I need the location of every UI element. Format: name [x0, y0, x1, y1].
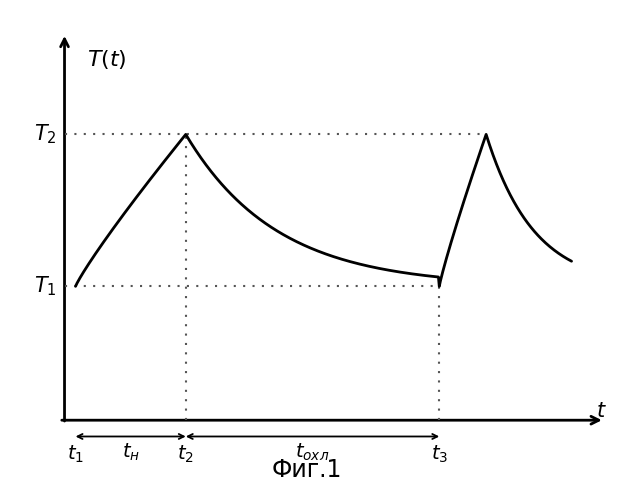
Text: $\mathit{t_н}$: $\mathit{t_н}$ — [121, 442, 140, 463]
Text: $\mathit{T(t)}$: $\mathit{T(t)}$ — [87, 48, 126, 70]
Text: $\mathit{t_{охл}}$: $\mathit{t_{охл}}$ — [296, 442, 330, 463]
Text: $\mathit{t_2}$: $\mathit{t_2}$ — [177, 444, 194, 465]
Text: $\mathit{T_2}$: $\mathit{T_2}$ — [33, 122, 56, 146]
Text: $\mathit{t_3}$: $\mathit{t_3}$ — [431, 444, 448, 465]
Text: $\mathit{t_1}$: $\mathit{t_1}$ — [67, 444, 84, 465]
Text: Фиг.1: Фиг.1 — [272, 458, 342, 482]
Text: $\mathit{T_1}$: $\mathit{T_1}$ — [33, 274, 56, 298]
Text: $\mathit{t}$: $\mathit{t}$ — [596, 401, 607, 421]
